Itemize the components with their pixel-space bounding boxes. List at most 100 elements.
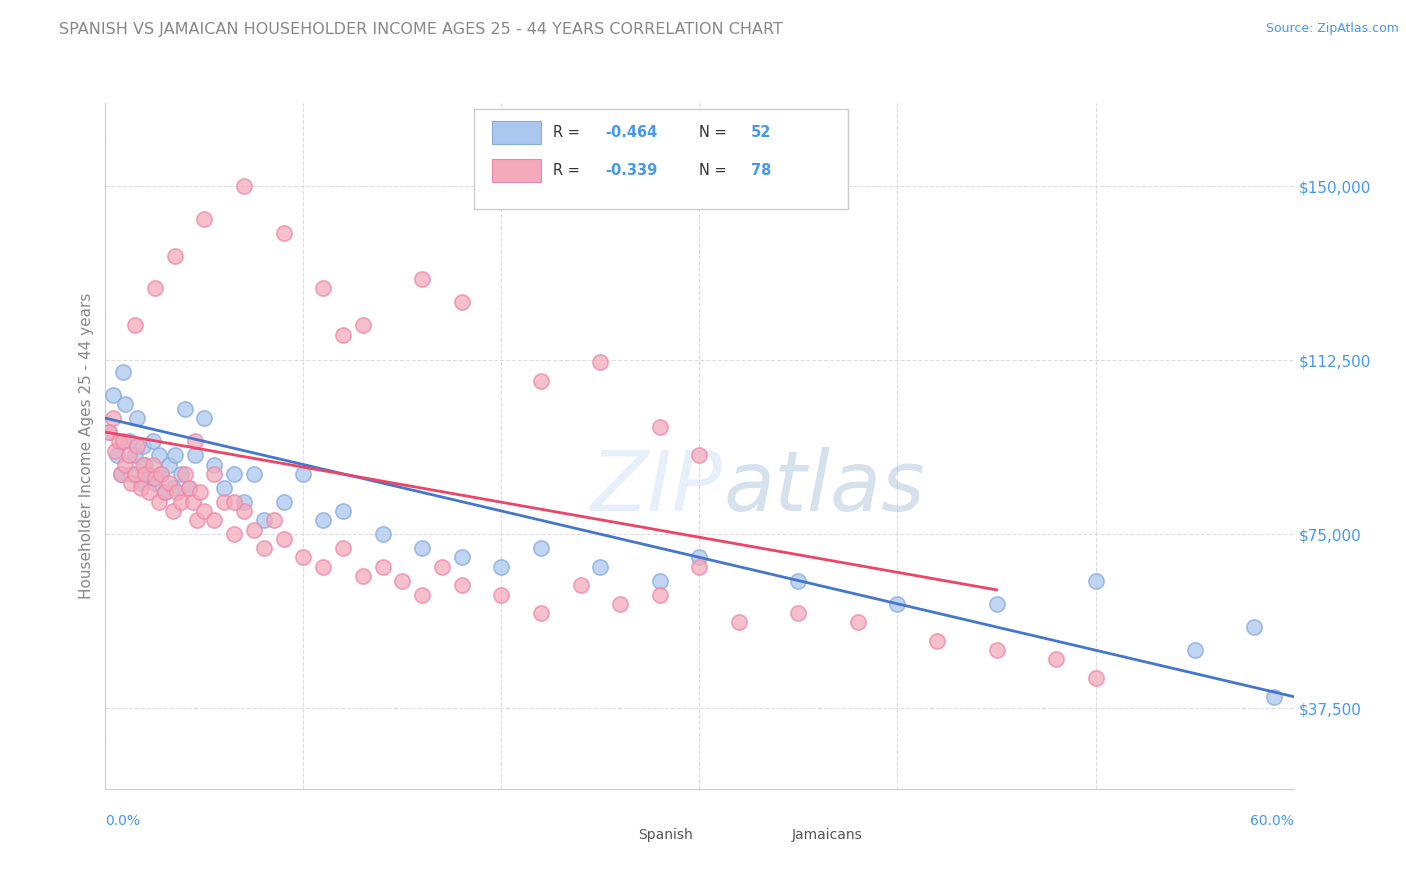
Point [273, 494, 295, 508]
Point [243, 523, 266, 537]
Point [138, 485, 160, 500]
Point [163, 448, 186, 462]
Point [233, 494, 256, 508]
Point [124, 318, 146, 333]
Point [411, 541, 433, 555]
Point [103, 388, 125, 402]
Point [1045, 652, 1067, 666]
Point [589, 559, 612, 574]
Point [120, 476, 142, 491]
Point [530, 374, 553, 388]
Point [149, 467, 172, 481]
Point [352, 318, 374, 333]
Point [143, 281, 166, 295]
Point [132, 458, 155, 472]
Point [173, 467, 195, 481]
Point [177, 481, 200, 495]
Point [450, 578, 472, 592]
Point [98, 425, 121, 439]
Point [589, 355, 612, 369]
Point [224, 527, 246, 541]
Point [118, 448, 141, 462]
Point [925, 634, 948, 648]
Point [170, 494, 193, 508]
Point [134, 467, 156, 481]
Text: -0.464: -0.464 [606, 125, 658, 140]
Point [148, 494, 170, 508]
FancyBboxPatch shape [596, 825, 634, 846]
Point [1084, 671, 1107, 685]
Text: 60.0%: 60.0% [1250, 814, 1294, 828]
FancyBboxPatch shape [492, 121, 541, 145]
Point [411, 272, 433, 286]
Point [787, 574, 810, 588]
Point [190, 485, 212, 500]
Point [491, 559, 513, 574]
Point [112, 365, 135, 379]
Point [609, 597, 631, 611]
Text: ZIP: ZIP [592, 447, 723, 528]
Point [142, 434, 165, 449]
Point [127, 439, 149, 453]
FancyBboxPatch shape [474, 110, 848, 209]
Point [114, 458, 136, 472]
Point [143, 476, 166, 491]
Point [170, 467, 193, 481]
Point [253, 541, 276, 555]
Point [1084, 574, 1107, 588]
Point [202, 513, 225, 527]
Point [273, 532, 295, 546]
Point [530, 606, 553, 620]
Text: N =: N = [700, 125, 731, 140]
Point [186, 513, 208, 527]
Point [124, 467, 146, 481]
Point [332, 327, 354, 342]
Point [142, 458, 165, 472]
Point [98, 425, 121, 439]
Point [787, 606, 810, 620]
Point [689, 448, 711, 462]
Point [120, 467, 142, 481]
Point [224, 467, 246, 481]
Point [352, 569, 374, 583]
Point [132, 439, 155, 453]
Point [1263, 690, 1285, 704]
Point [273, 226, 295, 240]
Point [134, 458, 156, 472]
Point [253, 513, 276, 527]
Point [371, 559, 394, 574]
Point [689, 550, 711, 565]
Text: -0.339: -0.339 [606, 163, 658, 178]
Point [986, 643, 1008, 657]
Point [138, 467, 160, 481]
Point [1243, 620, 1265, 634]
Point [430, 559, 453, 574]
Point [103, 411, 125, 425]
Point [263, 513, 285, 527]
Point [391, 574, 413, 588]
Point [110, 467, 132, 481]
Point [312, 559, 335, 574]
Point [332, 541, 354, 555]
Point [114, 397, 136, 411]
Text: R =: R = [554, 163, 585, 178]
Point [112, 434, 135, 449]
Point [292, 467, 315, 481]
Text: 0.0%: 0.0% [105, 814, 141, 828]
Text: Jamaicans: Jamaicans [792, 829, 863, 842]
Point [127, 411, 149, 425]
Point [149, 467, 172, 481]
Point [648, 420, 671, 434]
Point [163, 249, 186, 263]
Point [124, 448, 146, 462]
Point [118, 434, 141, 449]
Point [530, 541, 553, 555]
Point [214, 481, 236, 495]
Point [153, 485, 176, 500]
Point [986, 597, 1008, 611]
Point [193, 211, 215, 226]
Point [148, 448, 170, 462]
Point [183, 448, 205, 462]
Text: 78: 78 [751, 163, 770, 178]
Point [233, 179, 256, 194]
